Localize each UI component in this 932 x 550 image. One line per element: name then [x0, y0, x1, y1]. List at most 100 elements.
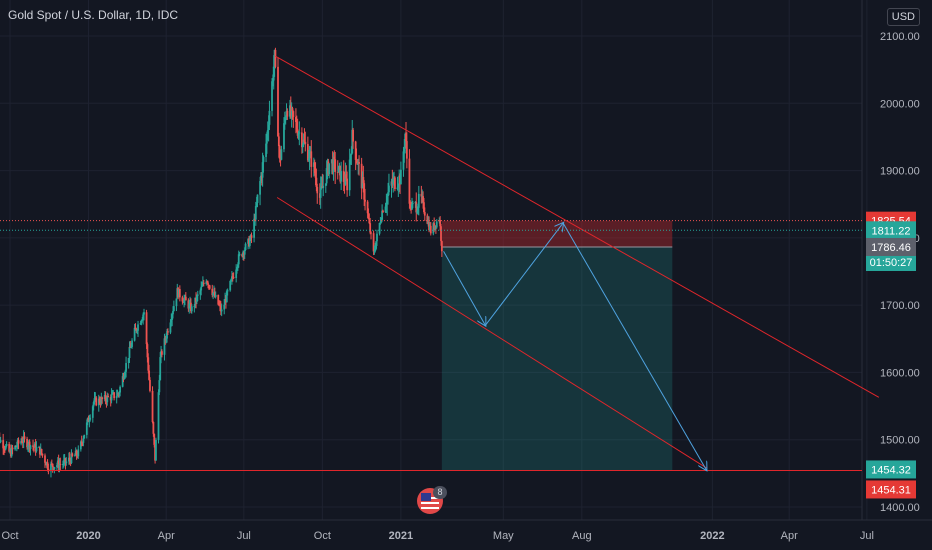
candle-body: [435, 221, 438, 228]
candle-body: [292, 111, 295, 118]
candle-body: [149, 379, 151, 391]
candle-body: [429, 225, 432, 234]
candle-body: [399, 169, 402, 185]
candle-body: [415, 202, 418, 213]
candle-body: [29, 445, 32, 449]
currency-button[interactable]: USD: [886, 8, 920, 26]
candle-body: [91, 406, 94, 418]
candle-body: [28, 441, 31, 449]
price-badge: [866, 221, 916, 240]
candle-body: [15, 446, 18, 448]
candle-body: [308, 151, 311, 159]
candle-body: [344, 174, 347, 185]
candle-body: [136, 330, 139, 332]
candle-body: [44, 455, 46, 463]
candle-body: [265, 143, 267, 157]
candle-body: [113, 392, 116, 399]
candle-body: [157, 392, 160, 440]
candle-body: [440, 241, 443, 252]
candle-body: [62, 460, 65, 464]
candle-body: [225, 291, 228, 303]
candle-body: [271, 80, 274, 82]
candle-body: [360, 163, 363, 189]
candle-body: [5, 444, 8, 446]
candle-body: [128, 346, 131, 358]
x-tick-label: 2022: [700, 530, 724, 542]
x-tick-label: 2021: [389, 530, 413, 542]
candle-body: [208, 285, 211, 289]
candle-body: [178, 289, 181, 298]
candle-body: [296, 129, 299, 136]
candle-body: [62, 463, 64, 465]
candle-body: [68, 457, 71, 460]
price-badge-label: 1454.31: [871, 484, 911, 496]
candle-body: [352, 129, 354, 142]
candle-body: [155, 439, 157, 461]
y-tick-label: 1400.00: [880, 502, 920, 514]
candle-body: [274, 49, 277, 67]
candle-body: [277, 66, 279, 137]
candle-body: [111, 392, 114, 395]
y-tick-label: 1900.00: [880, 166, 920, 178]
candle-body: [266, 130, 269, 134]
candle-body: [106, 396, 109, 403]
candle-body: [140, 320, 143, 324]
candle-body: [423, 212, 426, 216]
candle-body: [56, 465, 58, 468]
candle-body: [181, 297, 184, 302]
candle-body: [40, 448, 43, 454]
candle-body: [21, 442, 24, 444]
candle-body: [80, 441, 83, 443]
candle-body: [231, 276, 233, 280]
x-tick-label: Oct: [314, 530, 331, 542]
candle-body: [188, 303, 191, 309]
candle-body: [328, 163, 331, 175]
candle-body: [316, 186, 319, 194]
candle-body: [14, 445, 17, 450]
candle-body: [139, 323, 142, 325]
candle-body: [2, 440, 5, 449]
projection-arrow[interactable]: [443, 251, 486, 325]
candle-body: [231, 276, 234, 278]
candle-body: [277, 136, 280, 147]
candle-body: [153, 433, 156, 445]
candle-body: [350, 153, 353, 155]
x-tick-label: Oct: [1, 530, 18, 542]
channel-upper-line[interactable]: [275, 55, 880, 398]
channel-lower-line[interactable]: [276, 197, 707, 469]
projection-arrow[interactable]: [484, 223, 563, 326]
candle-body: [183, 299, 186, 303]
candle-body: [405, 133, 407, 142]
y-tick-label: 1500.00: [880, 435, 920, 447]
projection-arrow[interactable]: [562, 222, 706, 470]
candle-body: [194, 297, 197, 307]
candle-body: [306, 144, 309, 161]
take-profit-zone: [441, 246, 673, 471]
candle-body: [58, 464, 61, 468]
candle-body: [148, 370, 151, 380]
candle-body: [322, 185, 325, 189]
candle-body: [135, 328, 138, 331]
candle-body: [175, 298, 178, 307]
candle-body: [190, 306, 193, 312]
y-tick-label: 1700.00: [880, 300, 920, 312]
candle-body: [351, 129, 354, 154]
candle-body: [345, 174, 348, 179]
event-count-badge: 8: [433, 486, 447, 499]
candle-body: [290, 108, 293, 116]
candle-body: [206, 281, 209, 283]
candle-body: [3, 448, 6, 450]
candle-body: [158, 380, 161, 393]
candle-body: [284, 118, 287, 121]
price-badge: [866, 480, 916, 499]
candle-body: [217, 294, 220, 305]
candle-body: [254, 206, 257, 220]
price-badge: [866, 253, 916, 271]
candle-body: [319, 186, 322, 198]
candle-body: [388, 185, 390, 193]
candle-body: [369, 223, 372, 233]
candle-body: [161, 351, 163, 355]
candle-body: [372, 233, 375, 252]
